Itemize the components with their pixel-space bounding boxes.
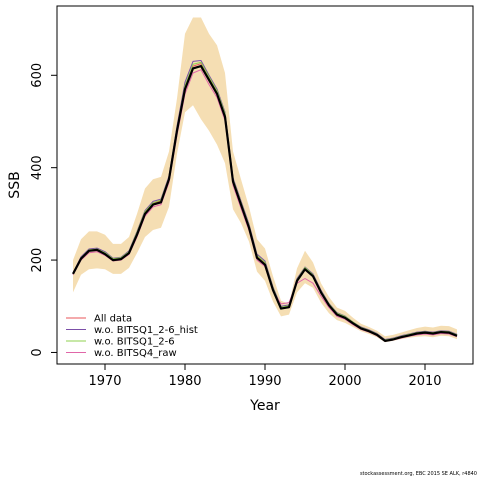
legend-entry: w.o. BITSQ1_2-6_hist (94, 325, 198, 336)
x-axis-title: Year (249, 398, 280, 414)
y-axis-title: SSB (7, 171, 23, 198)
x-tick-label: 2010 (408, 374, 441, 389)
series-line-w-o-bitsq1-2-6 (72, 61, 458, 341)
x-axis: 1970 1980 1990 2000 2010 (88, 364, 442, 389)
y-tick-label: 400 (30, 155, 45, 180)
series-line-w-o-bitsq1-2-6-hist (72, 60, 458, 340)
legend-entry: w.o. BITSQ4_raw (94, 348, 177, 359)
series-line-w-o-bitsq4-raw (72, 69, 458, 342)
y-axis: 0 200 400 600 (30, 63, 57, 357)
x-tick-label: 1980 (168, 374, 201, 389)
footer-credit: stockassessment.org, EBC 2015 SE ALK, r4… (359, 471, 477, 477)
y-tick-label: 200 (30, 248, 45, 273)
legend-entry: All data (94, 314, 132, 325)
series-line-all-data (72, 63, 458, 341)
y-tick-label: 600 (30, 63, 45, 88)
confidence-band (73, 17, 457, 343)
x-tick-label: 1970 (88, 374, 121, 389)
confidence-band-area (73, 17, 457, 343)
y-tick-label: 0 (30, 348, 45, 356)
series-line-estimate (72, 64, 458, 342)
legend-entry: w.o. BITSQ1_2-6 (94, 337, 175, 348)
x-tick-label: 1990 (248, 374, 281, 389)
series-lines (72, 60, 458, 342)
x-tick-label: 2000 (328, 374, 361, 389)
plot-frame (56, 5, 474, 365)
